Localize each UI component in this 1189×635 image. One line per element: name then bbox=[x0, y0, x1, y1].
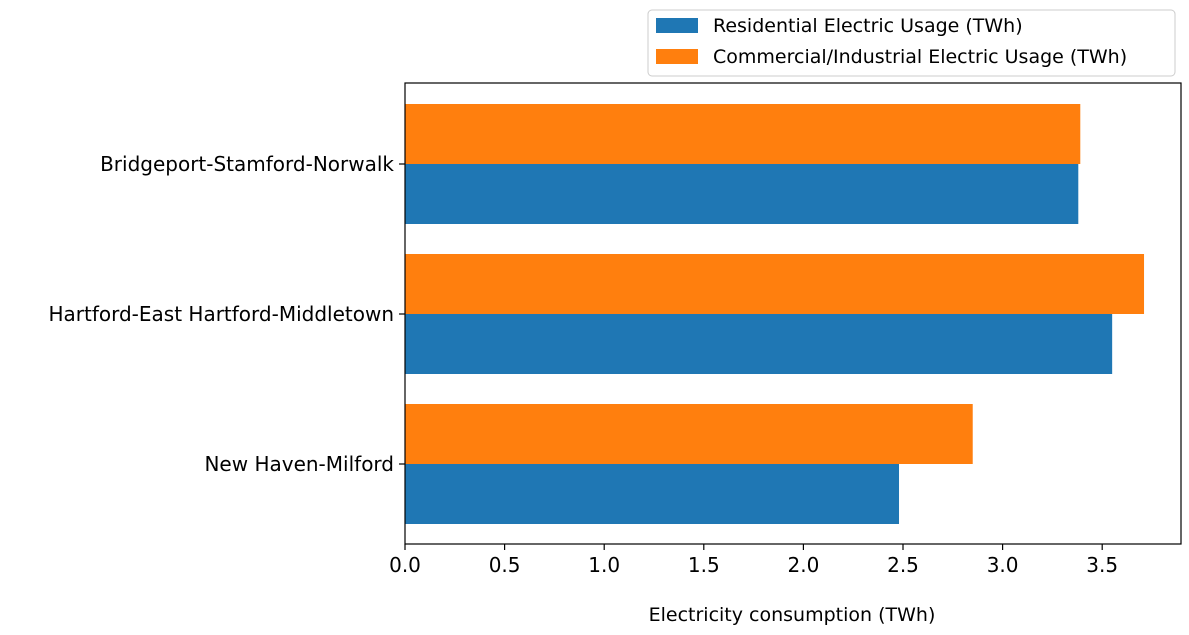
x-axis: 0.0 0.5 1.0 1.5 2.0 2.5 3.0 3.5 bbox=[389, 544, 1118, 577]
x-tick-label: 1.0 bbox=[588, 553, 620, 577]
x-tick-label: 3.0 bbox=[987, 553, 1019, 577]
y-tick-label: Hartford-East Hartford-Middletown bbox=[48, 302, 394, 326]
legend: Residential Electric Usage (TWh) Commerci… bbox=[647, 9, 1176, 77]
x-tick-label: 2.0 bbox=[787, 553, 819, 577]
bars-group bbox=[405, 104, 1145, 524]
bar-commercial-2 bbox=[405, 254, 1145, 314]
legend-box bbox=[647, 9, 1176, 77]
y-tick-label: Bridgeport-Stamford-Norwalk bbox=[100, 152, 394, 176]
bar-residential-1 bbox=[405, 164, 1079, 224]
legend-swatch-commercial bbox=[656, 49, 698, 64]
bar-residential-2 bbox=[405, 314, 1113, 374]
bar-residential-3 bbox=[405, 464, 900, 524]
x-tick-label: 3.5 bbox=[1086, 553, 1118, 577]
x-tick-label: 1.5 bbox=[688, 553, 720, 577]
y-axis: Bridgeport-Stamford-Norwalk Hartford-East… bbox=[48, 152, 405, 476]
y-tick-label: New Haven-Milford bbox=[204, 452, 394, 476]
legend-label-residential: Residential Electric Usage (TWh) bbox=[713, 15, 1023, 37]
x-axis-title: Electricity consumption (TWh) bbox=[649, 604, 936, 626]
bar-commercial-3 bbox=[405, 404, 973, 464]
bar-commercial-1 bbox=[405, 104, 1081, 164]
legend-swatch-residential bbox=[656, 18, 698, 33]
x-tick-label: 0.5 bbox=[489, 553, 521, 577]
legend-label-commercial: Commercial/Industrial Electric Usage (TW… bbox=[713, 46, 1127, 68]
x-tick-label: 2.5 bbox=[887, 553, 919, 577]
x-tick-label: 0.0 bbox=[389, 553, 421, 577]
